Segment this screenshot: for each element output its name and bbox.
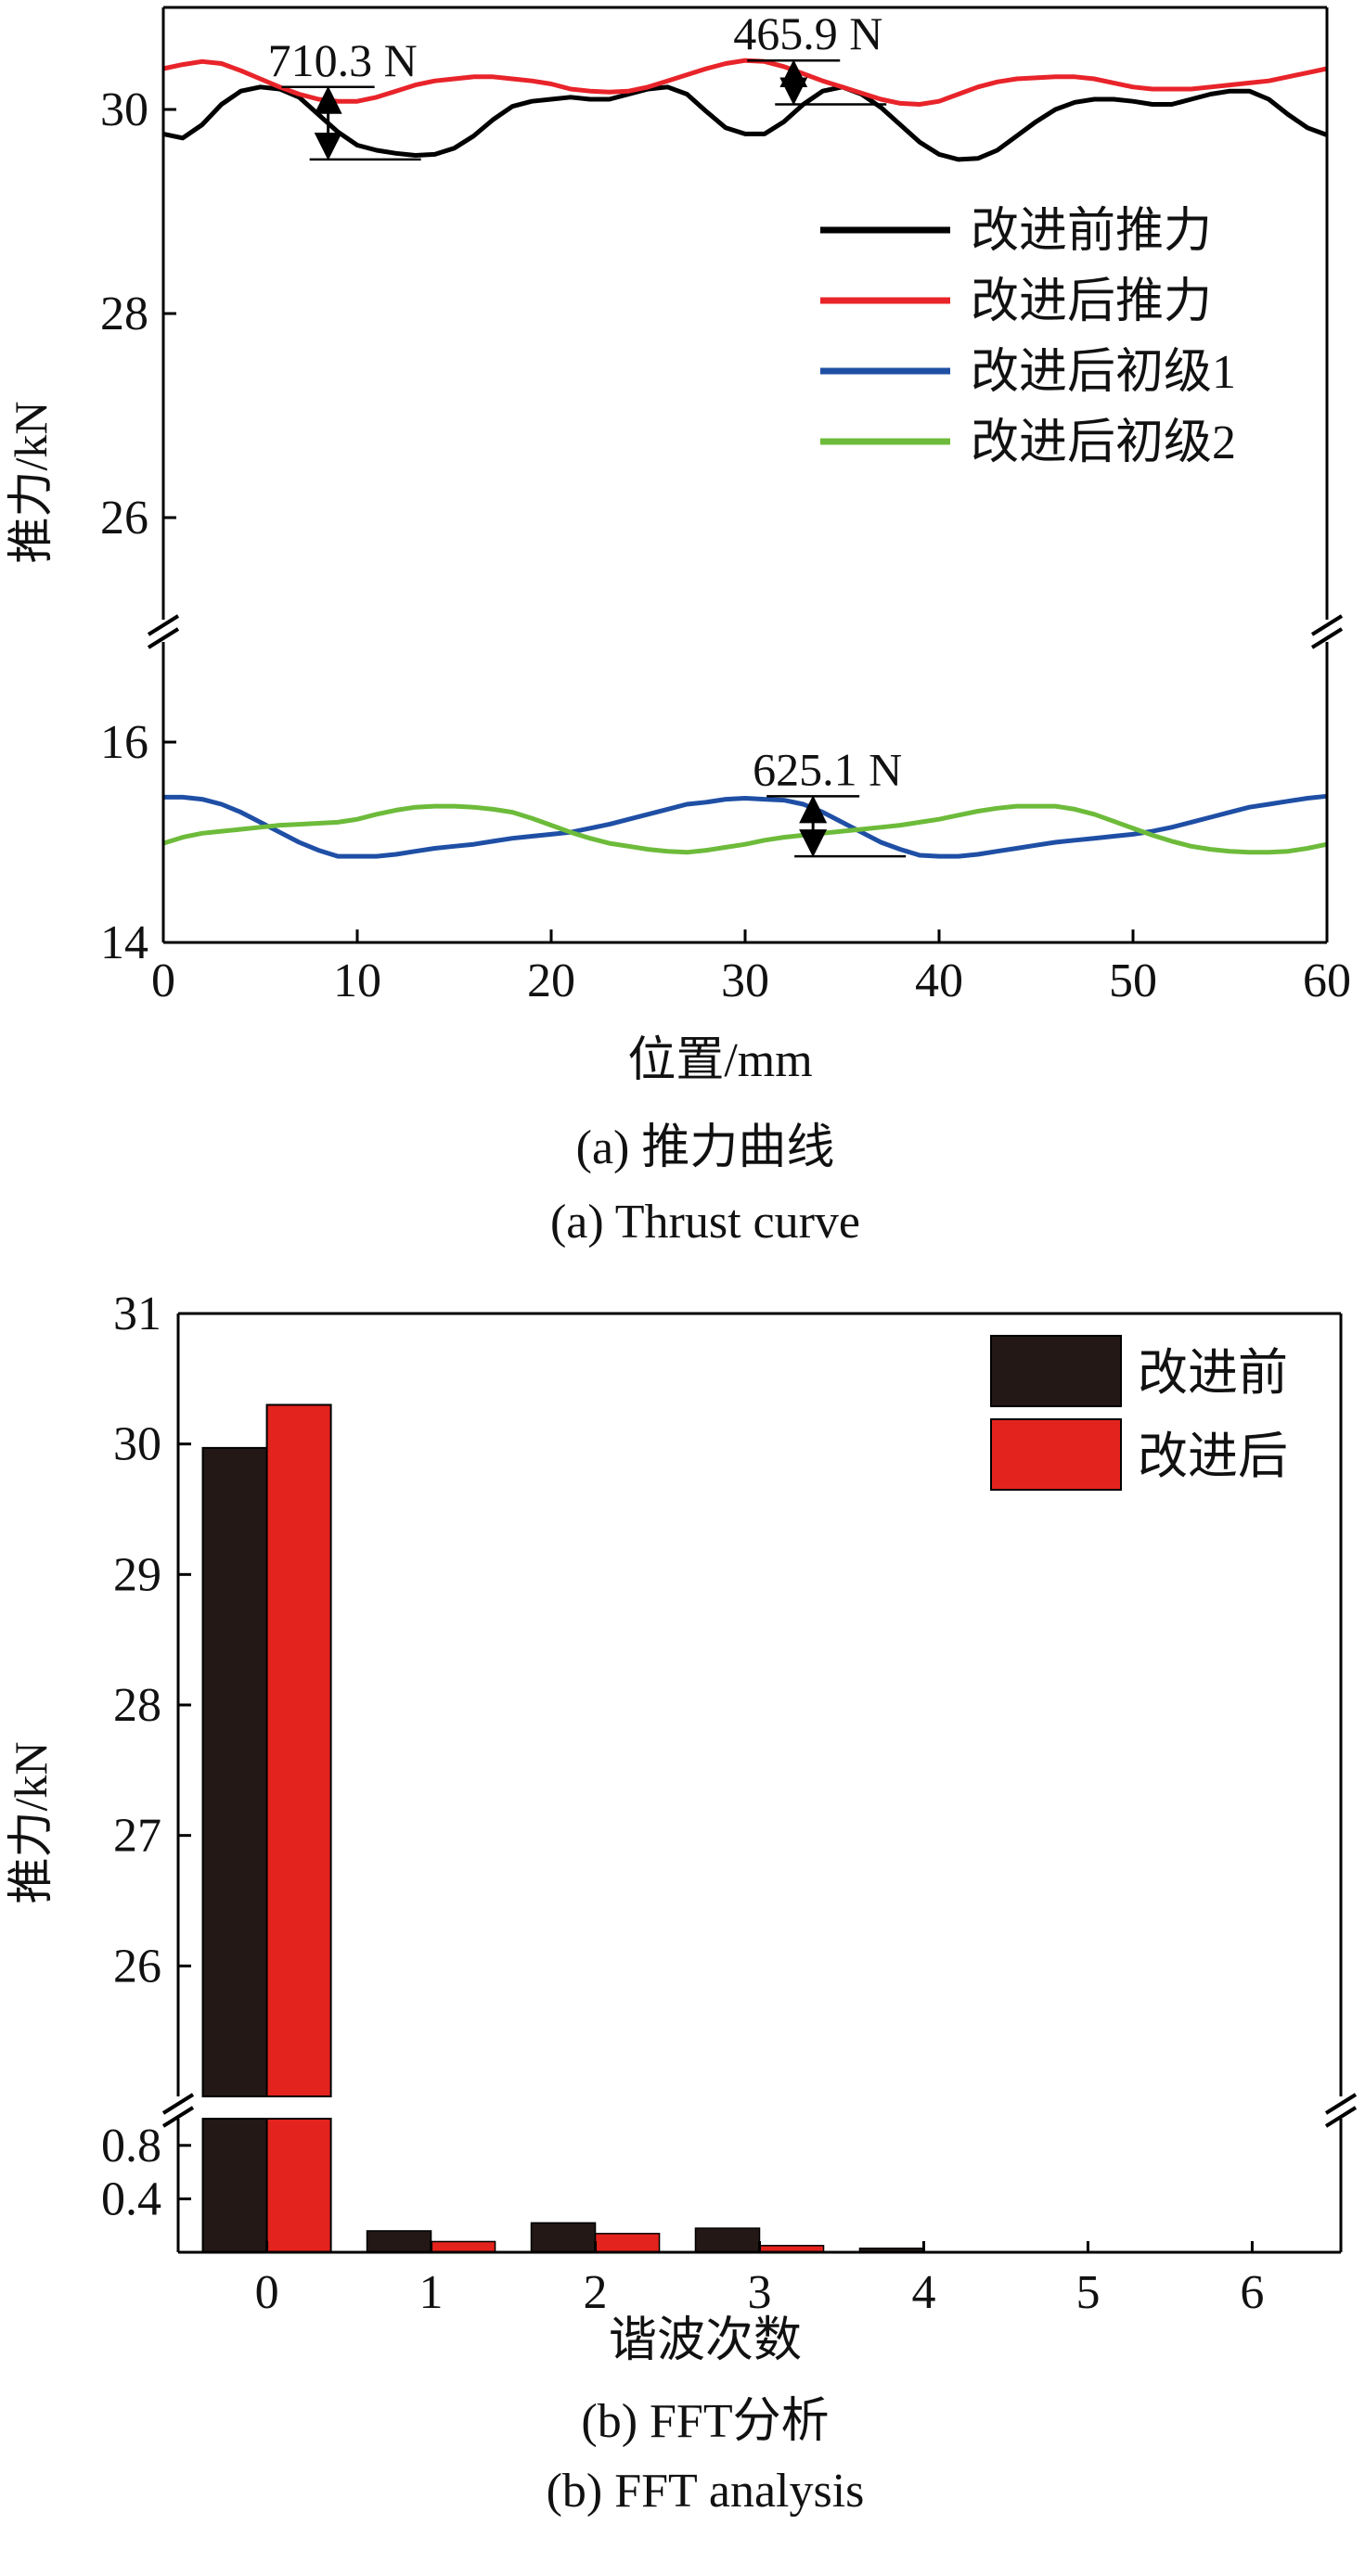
x-tick-label: 60 <box>1303 955 1351 1007</box>
x-axis-label: 谐波次数 <box>609 2314 802 2367</box>
x-tick-label: 1 <box>419 2266 444 2319</box>
y-axis-label: 推力/kN <box>5 1742 57 1904</box>
x-tick-label: 2 <box>584 2266 608 2319</box>
upper-plot-area <box>162 58 1328 162</box>
axis-break-mark <box>1310 614 1344 649</box>
bar-series <box>201 1403 1318 2254</box>
thrust-curve-panel: 710.3 N 465.9 N 625.1 N 0 10 20 30 40 50 60 26 28 3… <box>5 6 1351 1249</box>
caption-cn: (a) 推力曲线 <box>576 1121 835 1174</box>
axis-ticks: 0 1 2 3 4 5 6 26 27 28 29 30 31 0.40.8 <box>101 1288 1264 2319</box>
x-tick-label: 50 <box>1109 955 1157 1007</box>
series-line-2 <box>162 58 1328 107</box>
y-tick-label: 27 <box>113 1810 161 1863</box>
y-tick-label: 30 <box>113 1418 161 1471</box>
bar-bar_after-0-upper <box>265 1403 332 2097</box>
bar-bar_before-1 <box>366 2230 432 2253</box>
axis-break-mark <box>161 2093 195 2128</box>
bar-bar_before-3 <box>694 2227 761 2253</box>
bar-bar_after-2 <box>594 2233 661 2253</box>
legend-label: 改进后 <box>1138 1429 1288 1484</box>
x-tick-label: 30 <box>721 955 769 1007</box>
legend-label: 改进后推力 <box>971 276 1212 328</box>
annotation-label: 465.9 N <box>733 7 882 59</box>
annotation-label: 625.1 N <box>753 743 902 795</box>
x-tick-label: 20 <box>527 955 575 1007</box>
x-tick-label: 0 <box>255 2266 279 2319</box>
bar-bar_before-0-upper <box>201 1446 268 2098</box>
y-tick-label: 29 <box>113 1548 161 1601</box>
series-line-3 <box>163 793 1328 859</box>
series-line-1 <box>162 84 1328 162</box>
y-tick-label: 0.8 <box>101 2120 161 2172</box>
legend-label: 改进前推力 <box>971 205 1212 258</box>
x-tick-label: 5 <box>1075 2266 1100 2319</box>
y-tick-label: 26 <box>113 1940 161 1993</box>
y-tick-label: 26 <box>100 492 148 545</box>
caption-cn: (b) FFT分析 <box>581 2395 829 2448</box>
legend-label: 改进后初级2 <box>971 417 1236 469</box>
caption-en: (b) FFT analysis <box>547 2465 865 2518</box>
axis-break-mark <box>147 614 180 649</box>
caption-en: (a) Thrust curve <box>550 1196 860 1249</box>
x-tick-label: 10 <box>333 955 381 1007</box>
y-tick-label: 28 <box>100 288 148 340</box>
y-tick-label: 16 <box>100 716 148 769</box>
ripple-annotations: 710.3 N 465.9 N 625.1 N <box>268 7 907 858</box>
y-tick-label: 14 <box>100 916 148 969</box>
x-tick-label: 4 <box>911 2266 935 2319</box>
legend-swatch <box>990 1418 1122 1491</box>
x-tick-label: 6 <box>1240 2266 1264 2319</box>
axis-ticks: 0 10 20 30 40 50 60 26 28 30 14 16 <box>100 83 1351 1007</box>
x-tick-label: 0 <box>151 955 175 1007</box>
lower-plot-area <box>162 793 1328 859</box>
x-axis-label: 位置/mm <box>627 1034 812 1087</box>
y-tick-label: 28 <box>113 1679 161 1732</box>
y-tick-label: 30 <box>100 83 148 136</box>
y-tick-label: 0.4 <box>101 2172 161 2225</box>
bar-bar_after-1 <box>430 2240 496 2253</box>
bar-bar_after-0-lower <box>265 2118 332 2253</box>
bar-bar_before-0-lower <box>201 2118 268 2253</box>
bar-bar_before-2 <box>530 2222 597 2253</box>
x-tick-label: 40 <box>915 955 963 1007</box>
y-axis-label: 推力/kN <box>5 402 57 564</box>
y-tick-label: 31 <box>113 1288 161 1340</box>
legend-label: 改进后初级1 <box>971 346 1236 399</box>
x-tick-label: 3 <box>748 2266 772 2319</box>
legend-label: 改进前 <box>1138 1345 1288 1401</box>
axis-break-mark <box>1324 2093 1358 2128</box>
series-line-4 <box>162 803 1328 855</box>
legend-swatch <box>990 1335 1122 1407</box>
annotation-label: 710.3 N <box>268 34 418 86</box>
